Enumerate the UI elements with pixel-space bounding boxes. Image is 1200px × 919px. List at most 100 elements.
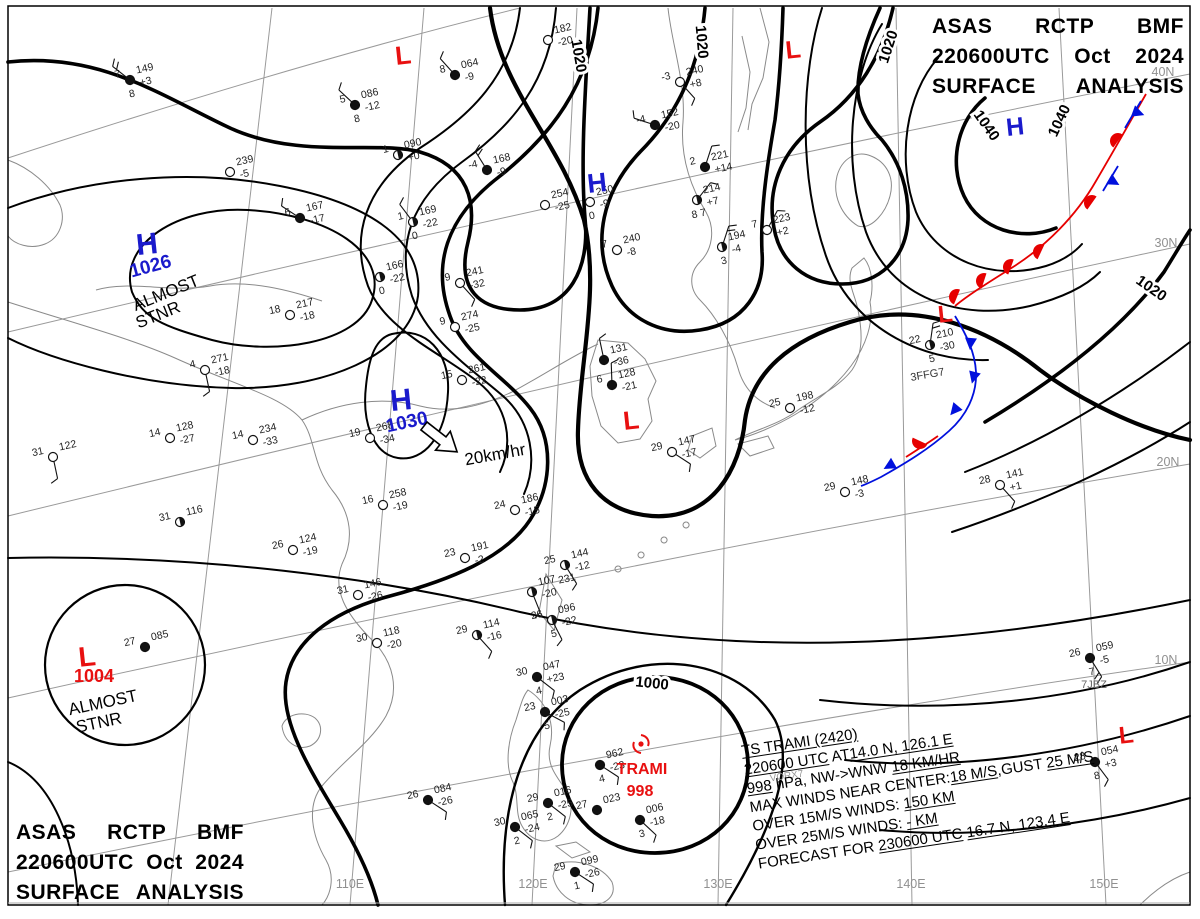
station-circle [294,212,306,224]
station-circle [542,797,554,809]
wind-barb-tick [474,144,481,152]
station-value: -17 [309,212,326,227]
wind-barb-shaft [462,285,476,300]
station-value: 167 [305,199,325,214]
station-value: 2 [546,810,554,823]
station-circle [569,866,581,878]
longitude-label: 130E [703,877,732,891]
title-line: ASAS RCTP BMF [16,821,244,844]
title-line: 220600UTC Oct 2024 [16,850,244,874]
station-plot: 29 148-3 [823,473,870,501]
wind-barb-tick [477,148,483,156]
wind-barb-tick [688,463,691,472]
isobar-line [502,662,784,907]
wind-barb-tick [610,358,619,364]
station-value: -22 [389,271,406,286]
station-value: -3 [660,70,672,84]
station-value: -25 [464,321,481,336]
coastlines [7,7,1191,906]
station-value: 15 [440,368,454,382]
annotation-text: 7JBZ [1081,679,1107,691]
station-circle [611,244,623,256]
station-value: -30 [939,339,956,354]
station-value: 003 [550,693,570,708]
station-value: 231 [557,571,577,586]
station-value: 107 [537,573,557,588]
station-value: 9 [439,315,447,328]
station-value: 7 [751,218,759,231]
station-value: 7 [114,68,122,81]
station-value: -26 [437,794,454,809]
meridian-line [167,7,273,906]
pressure-center-value: 1026 [127,251,173,282]
station-value: -15 [524,504,541,519]
station-value: -32 [469,277,486,292]
meridian-line [531,7,578,906]
station-circle [224,166,236,178]
station-value: 006 [645,801,665,816]
isobar-line [404,7,557,495]
isobar-line [129,208,376,348]
station-circle [1084,652,1096,664]
wind-barb-shaft [533,595,541,613]
isobar-line [770,6,910,286]
station-value: 27 [575,798,589,812]
station-value: 23 [443,546,457,560]
coastline [737,435,775,457]
station-plot: 1 090+0 [382,136,423,164]
station-plot: 962-234 [594,746,626,785]
station-value: 0 [378,284,386,297]
station-value: 5 [928,352,936,365]
isobar-line [7,176,420,390]
station-circle [839,486,851,498]
isobar-line [954,96,1058,236]
station-circle [606,379,618,391]
map-border [7,5,1191,906]
wind-barb-shaft [705,145,713,163]
station-half-fill [929,340,935,350]
station-value: -20 [557,34,574,49]
station-circle [47,451,59,463]
station-value: -26 [367,589,384,604]
station-plot: 29 147-17 [650,433,698,472]
station-value: 9 [444,271,452,284]
station-value: 128 [175,419,195,434]
high-pressure-center: H [389,383,414,418]
station-circle [594,759,606,771]
station-plot: 6 167-17 [281,198,326,227]
wind-barb-shaft [578,873,594,885]
station-value: 146 [363,576,383,591]
station-plot: 9 274-25 [439,308,482,336]
parallel-line [7,243,1191,517]
wind-barb-shaft [553,623,563,640]
wind-barb-shaft [518,829,533,841]
latitude-label: 20N [1157,455,1180,469]
station-value: -20 [541,586,558,601]
station-circle [591,804,603,816]
isobar-line [804,7,989,362]
station-value: -27 [179,432,196,447]
station-value: 128 [617,366,637,381]
wind-barb-shaft [633,117,651,125]
wind-barb-shaft [598,338,604,356]
station-plot: 131-36 [598,333,630,369]
wind-barb-shaft [699,182,711,197]
warm-front-semicircle [949,289,960,305]
wind-barb-shaft [566,568,578,584]
station-plot: 28 054+38 [1073,743,1120,787]
station-value: -20 [386,637,403,652]
wind-barb-shaft [1002,487,1016,502]
meridian-line [895,7,913,906]
high-pressure-center: H [586,167,609,199]
station-plot: 24 186-15 [493,491,541,519]
coastline [7,301,394,906]
isobar-line [6,6,592,312]
wind-barb-tick [591,883,594,892]
title-line: SURFACE ANALYSIS [932,74,1184,98]
station-half-fill [721,242,727,252]
chart-title-bottom-left: ASAS RCTP BMF 220600UTC Oct 2024 SURFACE ANALYS… [16,818,244,907]
station-value: 169 [418,203,438,218]
station-value: -36 [613,354,630,369]
